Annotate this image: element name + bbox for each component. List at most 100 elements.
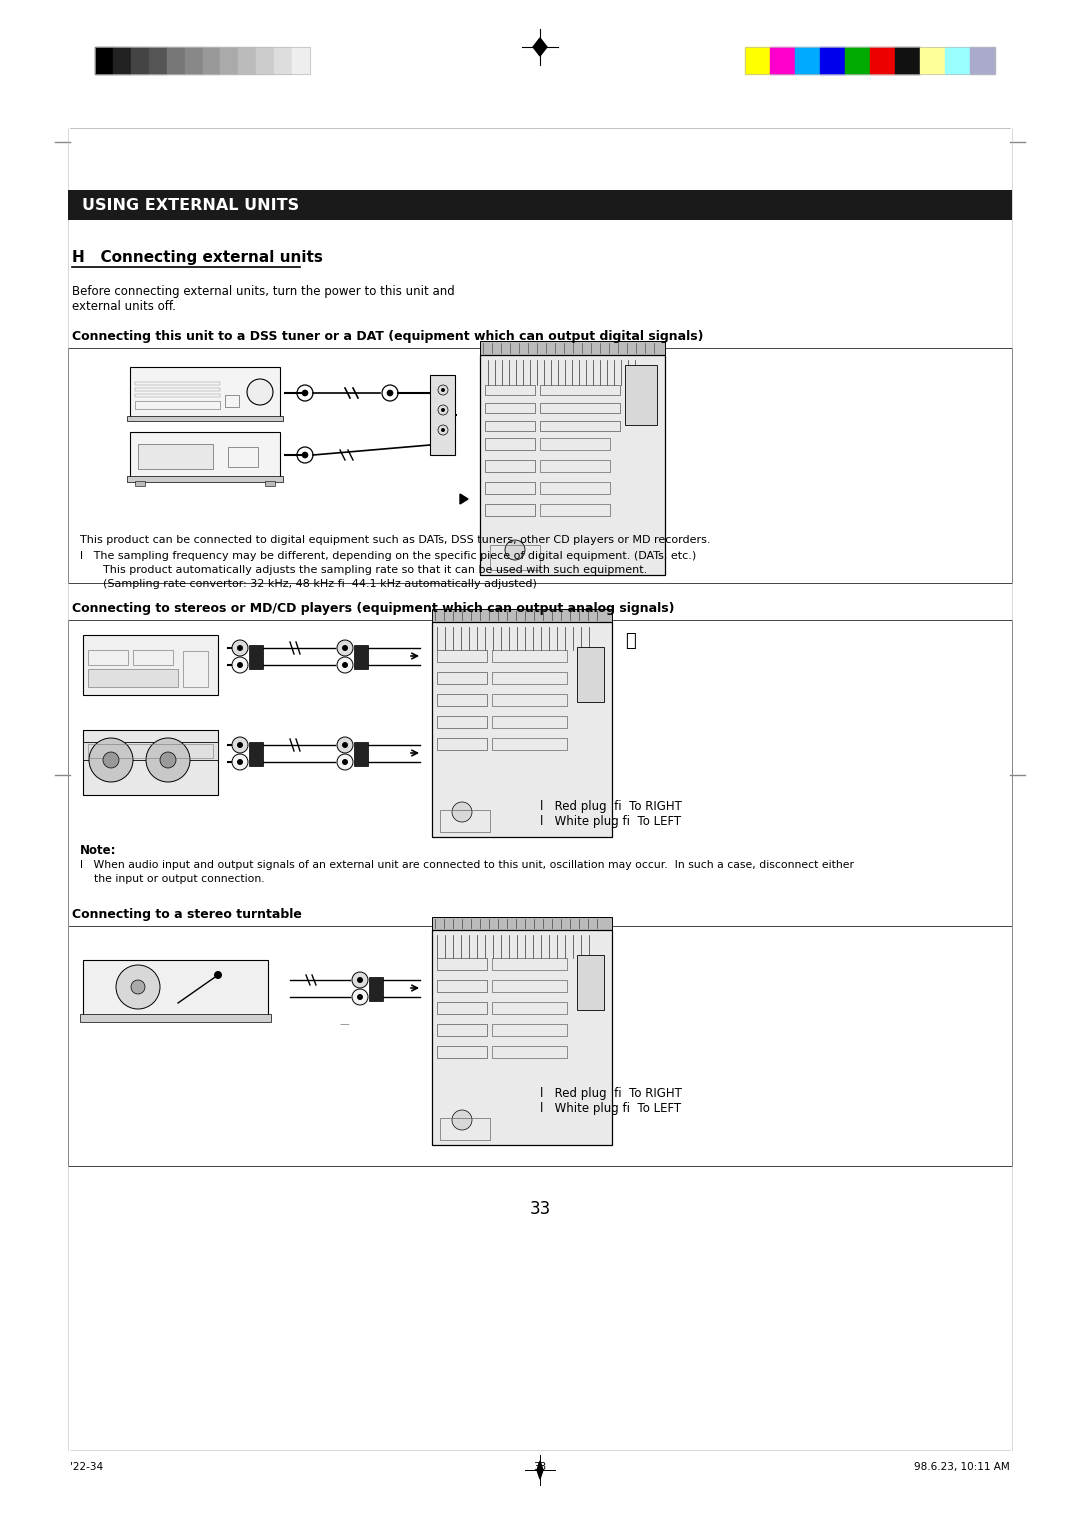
Bar — [625, 365, 657, 425]
Bar — [95, 47, 113, 73]
Bar — [437, 1047, 487, 1057]
Bar — [745, 47, 995, 73]
Circle shape — [302, 452, 308, 458]
Bar — [68, 189, 1012, 220]
Bar — [432, 610, 612, 622]
Polygon shape — [460, 494, 468, 504]
Bar — [485, 422, 535, 431]
Bar — [432, 917, 612, 931]
Circle shape — [352, 989, 368, 1005]
Text: l   When audio input and output signals of an external unit are connected to thi: l When audio input and output signals of… — [80, 860, 854, 869]
Text: the input or output connection.: the input or output connection. — [80, 874, 265, 885]
Bar — [577, 955, 604, 1010]
Bar — [540, 439, 610, 451]
Text: H   Connecting external units: H Connecting external units — [72, 251, 323, 264]
Bar — [540, 481, 610, 494]
Text: Before connecting external units, turn the power to this unit and: Before connecting external units, turn t… — [72, 286, 455, 298]
Bar — [68, 620, 1012, 935]
Bar — [95, 47, 310, 73]
Bar — [920, 47, 945, 73]
Bar — [492, 738, 567, 750]
Bar — [83, 960, 268, 1015]
Bar — [795, 47, 820, 73]
Bar — [432, 622, 612, 837]
Circle shape — [297, 448, 313, 463]
Bar — [83, 636, 218, 695]
Bar — [292, 47, 310, 73]
Bar — [437, 717, 487, 727]
Text: This product can be connected to digital equipment such as DATs, DSS tuners, oth: This product can be connected to digital… — [80, 535, 711, 545]
Bar — [492, 1047, 567, 1057]
Bar — [228, 448, 258, 468]
Bar — [127, 477, 283, 481]
Circle shape — [232, 640, 248, 656]
Bar — [485, 460, 535, 472]
Circle shape — [438, 385, 448, 396]
Bar — [149, 47, 166, 73]
Circle shape — [441, 428, 445, 432]
Text: Note:: Note: — [80, 843, 117, 857]
Bar — [845, 47, 870, 73]
Bar — [437, 979, 487, 992]
Circle shape — [337, 736, 353, 753]
Bar — [135, 394, 220, 397]
Bar — [130, 432, 280, 477]
Bar — [485, 504, 535, 516]
Bar — [480, 354, 665, 575]
Text: Connecting to a stereo turntable: Connecting to a stereo turntable — [72, 908, 302, 921]
Bar — [113, 47, 131, 73]
Bar — [87, 744, 213, 758]
Bar — [440, 1118, 490, 1140]
Bar — [540, 422, 620, 431]
Circle shape — [382, 385, 399, 400]
Text: l   Red plug  fi  To RIGHT: l Red plug fi To RIGHT — [540, 801, 681, 813]
Bar — [820, 47, 845, 73]
Circle shape — [297, 385, 313, 400]
Bar — [68, 348, 1012, 584]
Circle shape — [453, 1109, 472, 1131]
Circle shape — [160, 752, 176, 769]
Bar — [490, 545, 540, 570]
Bar — [437, 649, 487, 662]
Bar — [745, 47, 770, 73]
Bar — [437, 672, 487, 685]
Bar — [430, 374, 455, 455]
Bar — [265, 481, 275, 486]
Bar — [256, 47, 274, 73]
Bar — [492, 1002, 567, 1015]
Bar — [87, 649, 129, 665]
Circle shape — [387, 390, 393, 396]
Circle shape — [337, 657, 353, 672]
Text: l   The sampling frequency may be different, depending on the specific piece of : l The sampling frequency may be differen… — [80, 552, 697, 561]
Bar — [485, 385, 535, 396]
Bar — [437, 694, 487, 706]
Bar — [138, 445, 213, 469]
Circle shape — [103, 752, 119, 769]
Circle shape — [438, 425, 448, 435]
Bar — [485, 439, 535, 451]
Bar — [130, 367, 280, 417]
Circle shape — [357, 976, 363, 983]
Bar — [577, 646, 604, 701]
Bar — [485, 403, 535, 413]
Circle shape — [337, 753, 353, 770]
Bar — [354, 645, 368, 669]
Circle shape — [232, 736, 248, 753]
Bar — [492, 649, 567, 662]
Bar — [133, 649, 173, 665]
Bar — [437, 738, 487, 750]
Circle shape — [352, 972, 368, 989]
Circle shape — [237, 759, 243, 766]
Circle shape — [453, 802, 472, 822]
Circle shape — [237, 645, 243, 651]
Bar — [135, 382, 220, 385]
Bar — [249, 743, 264, 766]
Bar — [492, 1024, 567, 1036]
Polygon shape — [537, 1461, 543, 1479]
Bar — [437, 1024, 487, 1036]
Bar — [770, 47, 795, 73]
Bar — [492, 672, 567, 685]
Text: l   White plug fi  To LEFT: l White plug fi To LEFT — [540, 1102, 681, 1115]
Bar — [249, 645, 264, 669]
Text: l   White plug fi  To LEFT: l White plug fi To LEFT — [540, 814, 681, 828]
